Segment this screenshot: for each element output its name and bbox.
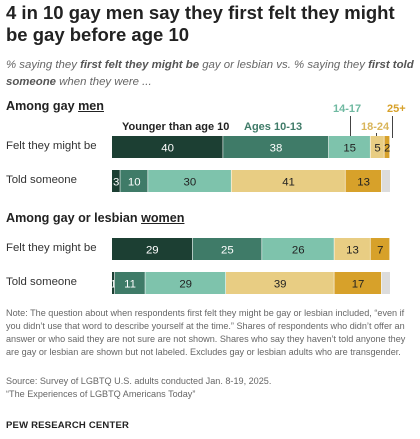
report-title: “The Experiences of LGBTQ Americans Toda… — [6, 389, 196, 399]
data-label-men-told-seg4: 13 — [357, 177, 370, 189]
data-label-women-felt-seg1: 25 — [221, 245, 234, 257]
data-label-men-felt-seg2: 15 — [343, 143, 356, 155]
pew-logo: PEW RESEARCH CENTER — [6, 420, 130, 431]
data-label-men-felt-seg1: 38 — [270, 143, 283, 155]
data-label-women-felt-seg0: 29 — [146, 245, 159, 257]
data-label-women-told-seg3: 39 — [274, 279, 287, 291]
legend-leader-18-24 — [376, 133, 377, 138]
data-label-men-told-seg1: 10 — [128, 177, 141, 189]
data-label-men-told-seg0: 3 — [113, 177, 119, 189]
bar-women-felt-seg4 — [370, 238, 390, 260]
bar-men-told-seg3 — [231, 170, 345, 192]
chart-title: 4 in 10 gay men say they first felt they… — [6, 2, 395, 45]
bar-women-told-seg4 — [334, 272, 382, 294]
bar-women-felt-seg1 — [192, 238, 262, 260]
bar-women-told-seg0 — [112, 272, 115, 294]
data-label-women-felt-seg3: 13 — [346, 245, 359, 257]
data-label-men-felt-seg0: 40 — [161, 143, 174, 155]
data-label-men-told-seg2: 30 — [184, 177, 197, 189]
row-label-men-told: Told someone — [6, 174, 77, 186]
data-label-women-told-seg2: 29 — [179, 279, 192, 291]
bar-women-felt-seg0 — [112, 238, 193, 260]
bar-women-felt-seg2 — [262, 238, 334, 260]
legend-leader-25plus — [392, 116, 393, 138]
bar-men-felt-seg3 — [370, 136, 384, 158]
bar-men-told-seg0 — [112, 170, 120, 192]
bar-men-told-seg1 — [120, 170, 148, 192]
legend-10-13: Ages 10-13 — [244, 121, 303, 133]
row-label-women-told: Told someone — [6, 276, 77, 288]
data-label-men-felt-seg3: 5 — [374, 143, 380, 155]
section-heading-men: Among gay men — [6, 99, 104, 113]
bar-men-told-seg4 — [345, 170, 382, 192]
bar-men-told-seg2 — [148, 170, 231, 192]
chart-note: Note: The question about when respondent… — [6, 308, 406, 358]
data-label-women-told-seg1: 11 — [124, 279, 136, 291]
data-label-women-felt-seg2: 26 — [292, 245, 305, 257]
section-heading-women: Among gay or lesbian women — [6, 211, 185, 225]
legend-leader-14-17 — [350, 116, 351, 138]
bar-men-told-unlabeled — [381, 170, 390, 192]
row-label-men-felt: Felt they might be — [6, 140, 97, 152]
bar-men-felt-seg0 — [112, 136, 223, 158]
legend-18-24: 18-24 — [361, 121, 390, 133]
data-label-women-felt-seg4: 7 — [377, 245, 383, 257]
data-label-women-told-seg0: 1 — [110, 279, 116, 291]
row-label-women-felt: Felt they might be — [6, 242, 97, 254]
chart-source: Source: Survey of LGBTQ U.S. adults cond… — [6, 376, 272, 386]
data-label-women-told-seg4: 17 — [352, 279, 365, 291]
legend-14-17: 14-17 — [333, 103, 362, 115]
bar-women-felt-seg3 — [334, 238, 370, 260]
legend-25plus: 25+ — [387, 103, 406, 115]
bar-men-felt-seg4 — [384, 136, 390, 158]
bar-women-told-seg1 — [114, 272, 145, 294]
data-label-men-told-seg3: 41 — [282, 177, 295, 189]
bar-men-felt-seg1 — [223, 136, 329, 158]
bar-women-told-seg2 — [145, 272, 226, 294]
legend-under10: Younger than age 10 — [122, 121, 230, 133]
bar-women-told-seg3 — [225, 272, 334, 294]
bar-women-told-unlabeled — [381, 272, 390, 294]
chart-subtitle: % saying they first felt they might be g… — [6, 59, 414, 88]
bar-men-felt-seg2 — [328, 136, 370, 158]
data-label-men-felt-seg4: 2 — [384, 143, 390, 155]
